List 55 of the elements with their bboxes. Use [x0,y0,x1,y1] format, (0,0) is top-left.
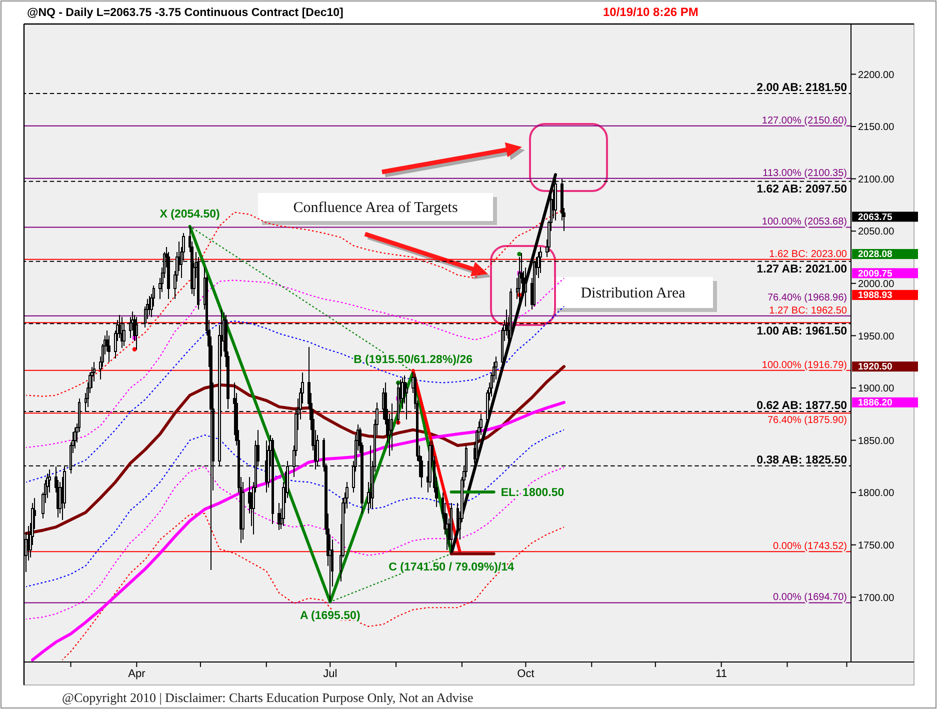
annotation: Confluence Area of Targets [293,200,458,216]
line-series [26,429,565,588]
y-tick-label: 1988.93 [858,290,892,302]
y-tick-label: 2009.75 [858,268,894,280]
candlestick [494,356,498,380]
chart-subtitle: 10/19/10 8:26 PM [603,5,698,19]
x-tick-label: Oct [517,668,534,680]
point [132,347,137,352]
y-tick-label: 1886.20 [858,398,892,409]
y-tick-label: 2050.00 [858,226,895,238]
ref-line-label: 113.00% (2100.35) [762,168,847,179]
candlestick [74,427,76,450]
candlestick [524,267,528,307]
y-tick-label: 1900.00 [858,384,895,395]
ref-line-label: 0.62 AB: 1877.50 [756,400,847,412]
chart-title: @NQ - Daily L=2063.75 -3.75 Continuous Contract [Dec10] [27,7,344,19]
y-tick-label: 1850.00 [858,436,895,447]
line-series [26,278,565,448]
ref-line-label: 1.27 AB: 2021.00 [756,263,847,276]
candlestick [401,377,404,410]
annotation: B (1915.50/61.28%)/26 [354,354,473,366]
ref-line-label: 1.62 BC: 2023.00 [769,248,848,260]
ref-line-label: 127.00% (2150.60) [762,115,847,126]
y-tick-label: 2000.00 [858,278,895,290]
x-tick-label: Jul [323,668,338,680]
ref-line-label: 0.00% (1694.70) [773,592,847,604]
y-tick-label: 2100.00 [858,174,895,186]
ref-line-label: 100.00% (2053.68) [762,216,847,228]
ref-line-label: 1.27 BC: 1962.50 [769,305,848,316]
ref-line-label: 76.40% (1875.90) [767,414,847,426]
y-tick-label: 1800.00 [858,488,895,500]
y-tick-label: 1700.00 [858,592,895,604]
text: @Copyright 2010 | Disclaimer: Charts Education Purpose Only, Not an Advise [62,690,474,705]
ref-line-label: 1.00 AB: 1961.50 [756,326,847,338]
y-tick-label: 2200.00 [858,70,895,81]
ref-line-label: 100.00% (1916.79) [762,360,847,371]
x-tick-label: 11 [716,668,728,680]
y-tick-label: 2063.75 [858,212,894,223]
y-tick-label: 1920.50 [858,362,892,373]
annotation: A (1695.50) [300,610,360,622]
ref-line-label: 76.40% (1968.96) [767,292,847,304]
annotation: Distribution Area [580,286,686,302]
ref-line-label: 2.00 AB: 2181.50 [756,82,847,94]
x-tick-label: Apr [128,668,146,680]
ref-line-label: 0.38 AB: 1825.50 [756,454,847,466]
y-tick-label: 1750.00 [858,540,895,552]
candlestick [148,295,151,316]
y-tick-label: 1950.00 [858,331,895,342]
annotation: EL: 1800.50 [500,487,564,500]
ref-line-label: 0.00% (1743.52) [773,541,847,552]
line-series [26,306,565,483]
ref-line-label: 1.62 AB: 2097.50 [756,183,847,196]
annotation: X (2054.50) [160,208,220,220]
y-tick-label: 2028.08 [858,249,892,260]
y-tick-label: 2150.00 [858,122,895,134]
